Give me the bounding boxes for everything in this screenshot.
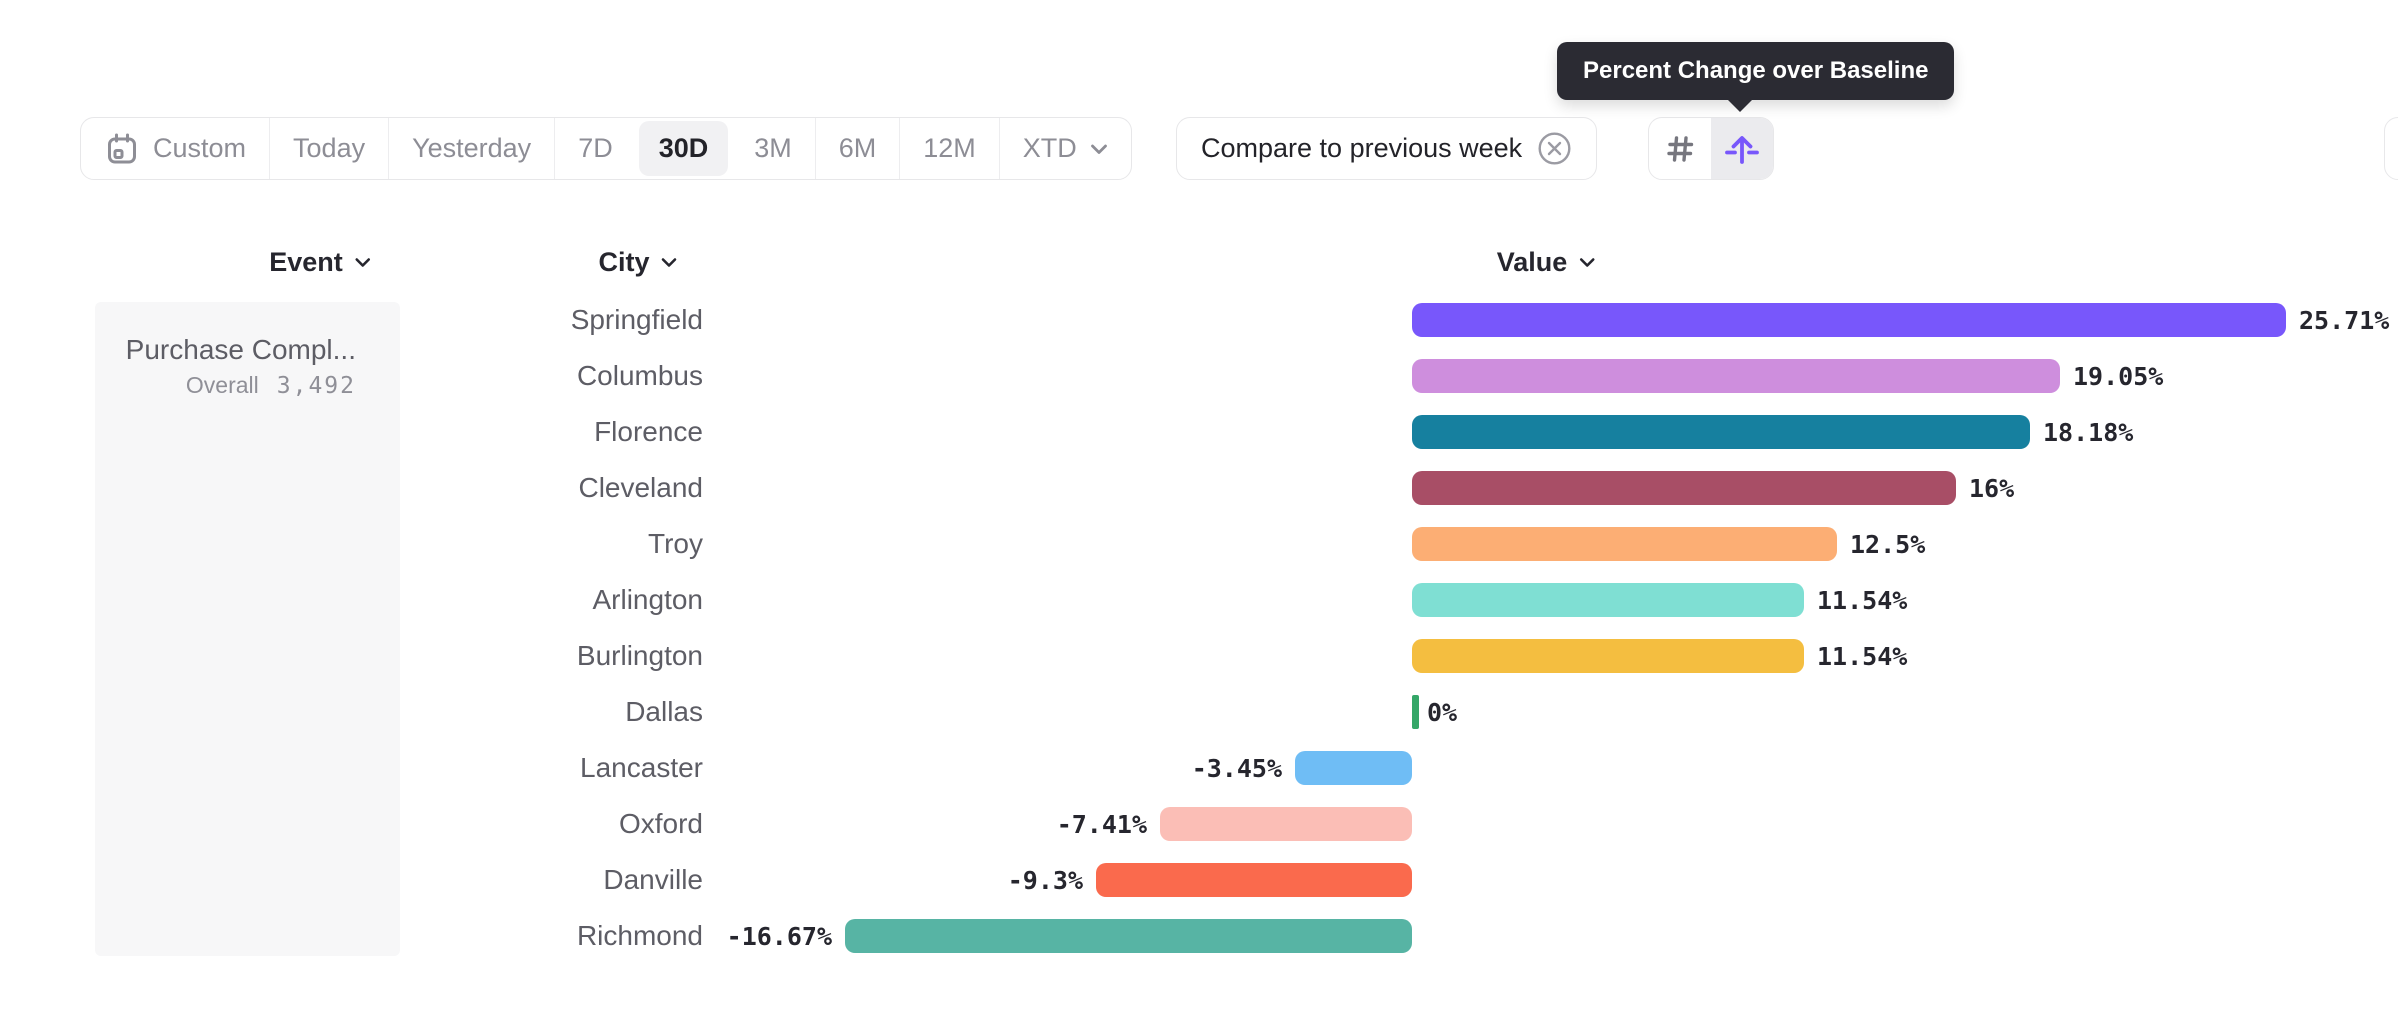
date-range-xtd[interactable]: XTD — [1000, 118, 1131, 179]
bar-value-label: -3.45% — [1191, 754, 1282, 783]
bar-cleveland[interactable] — [1412, 471, 1956, 505]
compare-label: Compare to previous week — [1201, 133, 1523, 163]
tooltip: Percent Change over Baseline — [1557, 42, 1955, 112]
absolute-numbers-button[interactable] — [1649, 118, 1711, 179]
city-label: Arlington — [592, 584, 703, 615]
date-range-yesterday[interactable]: Yesterday — [389, 118, 556, 179]
overall-value: 3,492 — [276, 373, 356, 399]
bar-lancaster[interactable] — [1295, 751, 1412, 785]
date-range-3m[interactable]: 3M — [731, 118, 816, 179]
clipped-toolbar-button[interactable] — [2384, 117, 2398, 180]
city-label: Lancaster — [580, 752, 703, 783]
city-label: Dallas — [625, 696, 703, 727]
bar-troy[interactable] — [1412, 527, 1837, 561]
bar-value-label: 11.54% — [1817, 642, 1908, 671]
city-label: Richmond — [576, 920, 703, 951]
city-label: Troy — [648, 528, 703, 559]
city-label: Cleveland — [578, 472, 703, 503]
date-range-7d[interactable]: 7D — [578, 133, 613, 163]
tooltip-arrow — [1727, 99, 1753, 112]
bar-dallas[interactable] — [1412, 695, 1419, 729]
bar-value-label: -7.41% — [1056, 810, 1147, 839]
tooltip-text: Percent Change over Baseline — [1583, 57, 1929, 84]
hash-icon — [1662, 131, 1698, 167]
bar-value-label: -9.3% — [1007, 866, 1083, 895]
city-label: Burlington — [576, 640, 703, 671]
chart-value-mode-toggle — [1648, 117, 1774, 180]
bar-richmond[interactable] — [845, 919, 1412, 953]
baseline-arrow-icon — [1722, 129, 1762, 169]
bar-value-label: 18.18% — [2043, 418, 2134, 447]
column-header-event[interactable]: Event — [269, 240, 371, 284]
column-header-city[interactable]: City — [598, 240, 677, 284]
chevron-down-icon — [354, 257, 371, 268]
chevron-down-icon — [1578, 257, 1595, 268]
overall-label: Overall — [185, 372, 259, 398]
circle-x-icon[interactable] — [1537, 131, 1572, 166]
bar-value-label: 12.5% — [1850, 530, 1926, 559]
date-range-label: Custom — [153, 133, 247, 163]
bar-burlington[interactable] — [1412, 639, 1804, 673]
bar-oxford[interactable] — [1160, 807, 1412, 841]
bar-danville[interactable] — [1096, 863, 1412, 897]
event-card[interactable]: Purchase Compl... Overall 3,492 — [95, 302, 400, 956]
city-label: Oxford — [618, 808, 703, 839]
date-range-today[interactable]: Today — [270, 118, 390, 179]
date-range-6m[interactable]: 6M — [816, 118, 901, 179]
city-label: Columbus — [576, 360, 703, 391]
bar-value-label: 16% — [1969, 474, 2015, 503]
chevron-down-icon — [1090, 143, 1108, 155]
bar-springfield[interactable] — [1412, 303, 2286, 337]
toolbar: Custom Today Yesterday 7D 30D 3M 6M 12M — [0, 117, 2398, 180]
compare-to-previous-week-button[interactable]: Compare to previous week — [1176, 117, 1598, 180]
bar-value-label: -16.67% — [726, 922, 832, 951]
percent-change-over-baseline-button[interactable] — [1711, 118, 1773, 179]
city-label: Springfield — [570, 304, 703, 335]
calendar-icon — [104, 131, 140, 167]
city-label: Danville — [603, 864, 703, 895]
bar-columbus[interactable] — [1412, 359, 2060, 393]
column-header-value[interactable]: Value — [1497, 240, 1596, 284]
bar-value-label: 25.71% — [2299, 306, 2390, 335]
date-range-custom[interactable]: Custom — [81, 118, 271, 179]
bar-value-label: 0% — [1427, 698, 1458, 727]
bar-value-label: 19.05% — [2073, 362, 2164, 391]
date-range-group: Custom Today Yesterday 7D 30D 3M 6M 12M — [80, 117, 1132, 180]
date-range-12m[interactable]: 12M — [900, 118, 1000, 179]
bar-florence[interactable] — [1412, 415, 2030, 449]
date-range-30d[interactable]: 30D — [638, 121, 729, 176]
bar-arlington[interactable] — [1412, 583, 1804, 617]
event-name: Purchase Compl... — [125, 334, 356, 365]
chevron-down-icon — [661, 257, 678, 268]
city-label: Florence — [594, 416, 703, 447]
bar-value-label: 11.54% — [1817, 586, 1908, 615]
event-overall: Overall 3,492 — [95, 369, 356, 402]
